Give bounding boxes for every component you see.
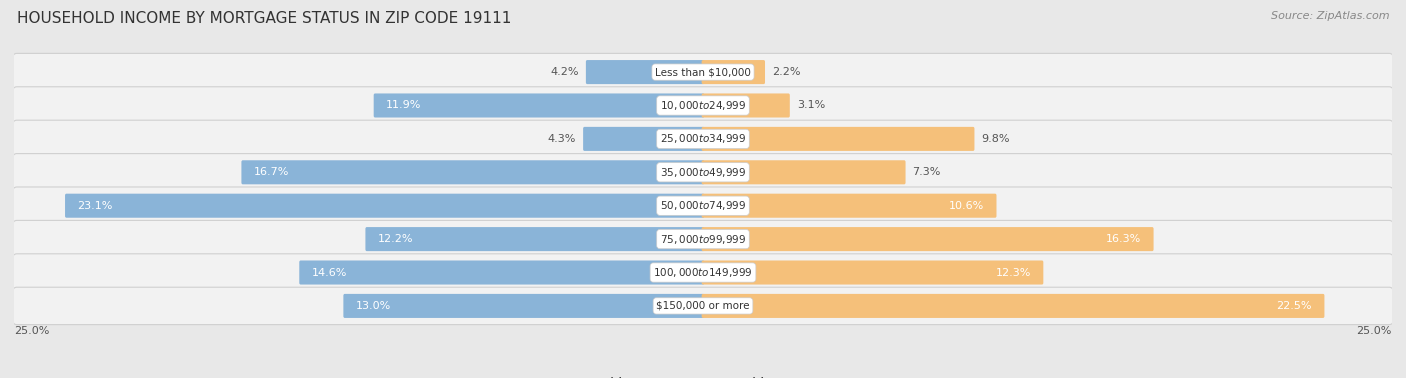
FancyBboxPatch shape [343,294,704,318]
FancyBboxPatch shape [702,160,905,184]
Text: 23.1%: 23.1% [77,201,112,211]
Text: 7.3%: 7.3% [912,167,941,177]
Text: 3.1%: 3.1% [797,101,825,110]
Text: 4.2%: 4.2% [551,67,579,77]
Text: $35,000 to $49,999: $35,000 to $49,999 [659,166,747,179]
Text: Less than $10,000: Less than $10,000 [655,67,751,77]
FancyBboxPatch shape [583,127,704,151]
Text: 25.0%: 25.0% [14,326,49,336]
Text: $25,000 to $34,999: $25,000 to $34,999 [659,132,747,146]
FancyBboxPatch shape [13,254,1393,291]
FancyBboxPatch shape [13,87,1393,124]
FancyBboxPatch shape [702,294,1324,318]
Text: 22.5%: 22.5% [1277,301,1312,311]
Text: $150,000 or more: $150,000 or more [657,301,749,311]
Text: 16.3%: 16.3% [1107,234,1142,244]
FancyBboxPatch shape [13,287,1393,325]
Text: $75,000 to $99,999: $75,000 to $99,999 [659,232,747,246]
FancyBboxPatch shape [702,60,765,84]
Legend: Without Mortgage, With Mortgage: Without Mortgage, With Mortgage [578,377,828,378]
Text: 13.0%: 13.0% [356,301,391,311]
FancyBboxPatch shape [702,227,1153,251]
Text: 4.3%: 4.3% [548,134,576,144]
Text: 14.6%: 14.6% [312,268,347,277]
FancyBboxPatch shape [13,153,1393,191]
Text: 9.8%: 9.8% [981,134,1010,144]
FancyBboxPatch shape [13,120,1393,158]
Text: $100,000 to $149,999: $100,000 to $149,999 [654,266,752,279]
Text: 25.0%: 25.0% [1357,326,1392,336]
FancyBboxPatch shape [65,194,704,218]
FancyBboxPatch shape [702,127,974,151]
Text: 10.6%: 10.6% [949,201,984,211]
FancyBboxPatch shape [586,60,704,84]
FancyBboxPatch shape [242,160,704,184]
FancyBboxPatch shape [13,220,1393,258]
FancyBboxPatch shape [702,260,1043,285]
FancyBboxPatch shape [702,194,997,218]
Text: 16.7%: 16.7% [254,167,290,177]
FancyBboxPatch shape [366,227,704,251]
FancyBboxPatch shape [13,187,1393,225]
FancyBboxPatch shape [702,93,790,118]
Text: 11.9%: 11.9% [387,101,422,110]
Text: 12.3%: 12.3% [995,268,1031,277]
Text: $50,000 to $74,999: $50,000 to $74,999 [659,199,747,212]
Text: HOUSEHOLD INCOME BY MORTGAGE STATUS IN ZIP CODE 19111: HOUSEHOLD INCOME BY MORTGAGE STATUS IN Z… [17,11,512,26]
Text: 2.2%: 2.2% [772,67,800,77]
FancyBboxPatch shape [299,260,704,285]
Text: Source: ZipAtlas.com: Source: ZipAtlas.com [1271,11,1389,21]
Text: $10,000 to $24,999: $10,000 to $24,999 [659,99,747,112]
FancyBboxPatch shape [13,53,1393,91]
FancyBboxPatch shape [374,93,704,118]
Text: 12.2%: 12.2% [378,234,413,244]
